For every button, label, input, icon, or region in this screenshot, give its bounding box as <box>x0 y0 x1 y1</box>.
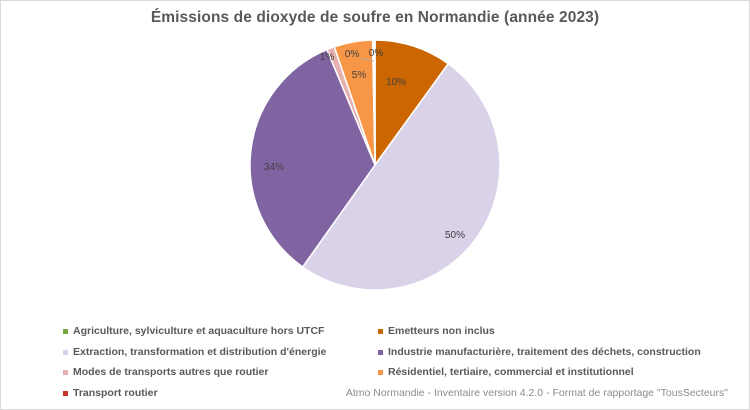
label-residentiel: 5% <box>352 70 367 81</box>
pie-slices <box>249 39 501 291</box>
pie-slice <box>301 62 501 291</box>
source-note: Atmo Normandie - Inventaire version 4.2.… <box>345 387 728 399</box>
label-extraction: 50% <box>445 230 465 241</box>
label-emetteurs: 10% <box>386 77 406 88</box>
label-modes: 1% <box>320 52 335 63</box>
pie-slice <box>374 39 450 168</box>
label-transport: 0% <box>345 49 360 60</box>
leader-line <box>358 57 375 62</box>
label-industrie: 34% <box>264 162 284 173</box>
data-labels: 10% 50% 34% 1% 5% 0% 0% <box>264 48 465 241</box>
pie-slice <box>249 48 376 268</box>
label-agriculture: 0% <box>369 48 384 59</box>
pie-slice <box>373 39 376 166</box>
chart-title: Émissions de dioxyde de soufre en Norman… <box>150 9 600 26</box>
